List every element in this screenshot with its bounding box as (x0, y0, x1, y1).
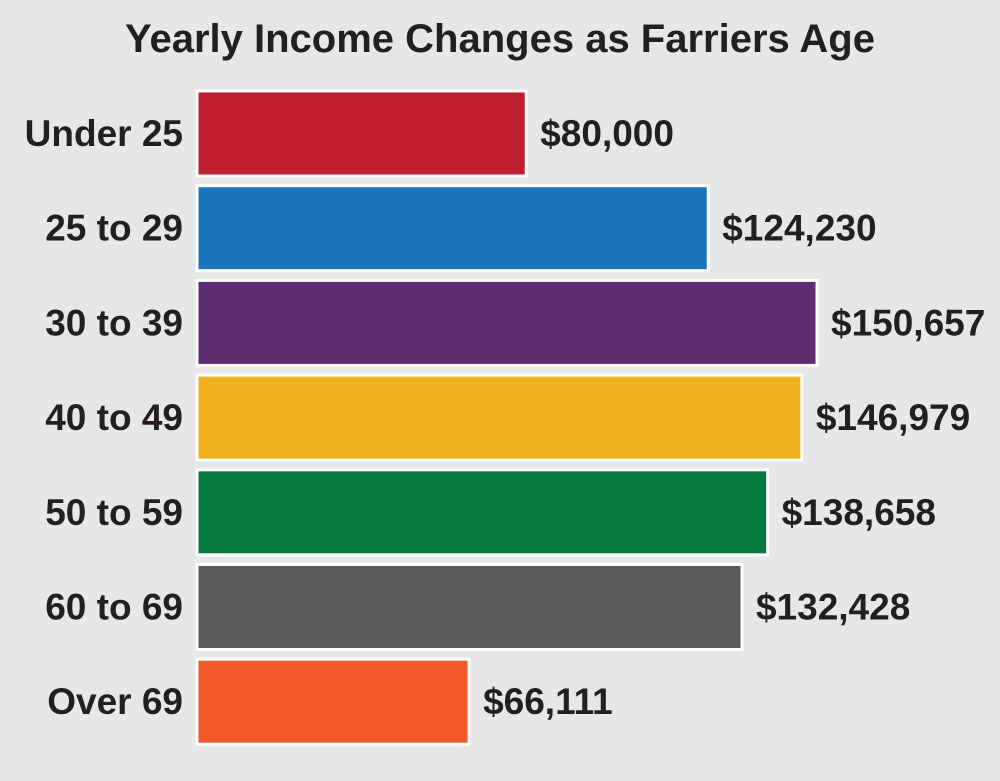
value-label-2: $150,657 (831, 302, 985, 343)
bar-2 (195, 278, 819, 367)
category-label-3: 40 to 49 (45, 397, 183, 438)
chart-title: Yearly Income Changes as Farriers Age (125, 17, 875, 61)
category-label-5: 60 to 69 (45, 587, 183, 628)
value-label-3: $146,979 (816, 397, 970, 438)
category-label-6: Over 69 (47, 681, 183, 722)
category-label-1: 25 to 29 (45, 208, 183, 249)
value-label-4: $138,658 (782, 492, 936, 533)
category-label-2: 30 to 39 (45, 302, 183, 343)
category-label-4: 50 to 59 (45, 492, 183, 533)
bar-5 (195, 563, 744, 651)
value-label-5: $132,428 (756, 587, 910, 628)
bar-6 (195, 657, 471, 746)
value-label-0: $80,000 (540, 113, 674, 154)
bar-1 (195, 184, 710, 273)
value-label-6: $66,111 (483, 681, 613, 722)
bar-4 (195, 468, 770, 557)
bar-0 (195, 89, 528, 178)
bars-group: Under 25 $80,000 25 to 29 $124,230 30 to 39 $… (25, 89, 985, 746)
bar-3 (195, 373, 804, 462)
category-label-0: Under 25 (25, 113, 183, 154)
value-label-1: $124,230 (722, 208, 876, 249)
